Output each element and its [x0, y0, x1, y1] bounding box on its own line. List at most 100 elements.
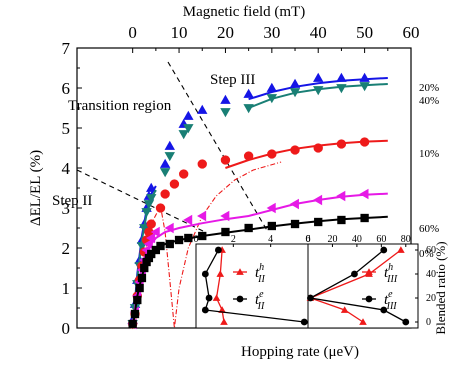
data-point: [267, 149, 277, 159]
inset-y-tick-label: 20: [426, 293, 436, 304]
data-point: [243, 151, 254, 161]
inset-y-tick-label: 60: [426, 245, 436, 256]
data-point: [146, 182, 157, 192]
data-point: [289, 78, 301, 88]
data-point: [337, 215, 346, 225]
data-point: [197, 210, 207, 222]
inset-x-tick-label: 6: [306, 234, 311, 245]
data-point: [135, 283, 144, 293]
data-point: [313, 143, 323, 153]
data-point: [244, 223, 253, 233]
data-point: [164, 152, 175, 162]
inset-left: 0 2 4 6 th II te II Hopping rate (μeV): [194, 234, 360, 360]
data-point: [174, 235, 184, 245]
inset-data-point: [201, 306, 209, 314]
data-point: [220, 108, 231, 118]
data-point: [156, 241, 165, 251]
data-point: [197, 159, 207, 169]
data-point: [169, 179, 180, 189]
data-point: [359, 137, 370, 147]
inset-frame: [307, 243, 419, 329]
legend-label: te II: [255, 289, 265, 312]
inset-y-tick-label: 0: [426, 317, 431, 328]
data-point: [359, 72, 370, 82]
data-point: [150, 226, 160, 238]
x-axis-label: Magnetic field (mT): [183, 4, 305, 20]
data-point: [137, 273, 147, 283]
inset-x-tick-label: 4: [268, 234, 273, 245]
data-point: [147, 249, 156, 259]
inset-data-point: [351, 270, 358, 278]
data-point: [165, 239, 174, 249]
inset-data-point: [402, 318, 410, 326]
data-point: [359, 188, 369, 200]
data-point: [159, 158, 171, 168]
data-point: [164, 222, 174, 234]
data-point: [289, 198, 299, 210]
x-tick-label: 0: [128, 23, 137, 42]
data-point: [141, 208, 152, 218]
data-point: [133, 295, 142, 305]
data-point: [243, 88, 254, 98]
x-tick-label: 40: [310, 23, 327, 42]
data-point: [139, 224, 150, 234]
series-label: 20%: [419, 82, 439, 94]
data-point: [360, 213, 369, 223]
inset-x-tick-label: 0: [194, 234, 199, 245]
data-point: [128, 319, 137, 329]
data-point: [146, 232, 156, 244]
data-point: [289, 88, 301, 98]
data-point: [183, 124, 194, 134]
annotation-step-iii: Step III: [210, 72, 255, 88]
data-point: [243, 104, 254, 114]
data-point: [183, 214, 193, 226]
inset-x-tick-label: 60: [376, 234, 386, 245]
y-tick-label: 0: [62, 319, 71, 338]
legend-marker: [365, 295, 373, 303]
data-point: [198, 231, 207, 241]
annotation-transition-region: Transition region: [68, 98, 172, 114]
inset-data-point: [397, 246, 405, 253]
y-tick-label: 6: [62, 79, 71, 98]
series-0pct: [128, 213, 388, 329]
data-point: [179, 169, 189, 179]
annotation-step-ii: Step II: [52, 193, 92, 209]
data-point: [151, 245, 161, 255]
inset-data-point: [307, 294, 314, 302]
y-tick-label: 1: [62, 279, 71, 298]
series-label: 60%: [419, 223, 439, 235]
y-tick-label: 3: [62, 199, 71, 218]
inset-data-point: [214, 246, 222, 254]
inset-data-point: [300, 318, 308, 326]
legend-marker: [365, 268, 373, 275]
data-point: [336, 190, 346, 202]
x-tick-label: 20: [217, 23, 234, 42]
inset-x-tick-label: 40: [352, 234, 362, 245]
data-point: [183, 110, 194, 120]
inset-data-point: [220, 318, 228, 325]
data-point: [178, 130, 189, 140]
inset-data-point: [380, 246, 388, 254]
data-point: [144, 227, 154, 237]
data-point: [290, 219, 300, 229]
inset-series-1: [201, 246, 308, 326]
data-point: [313, 194, 323, 206]
inset-x-tick-label: 80: [401, 234, 411, 245]
x-tick-label: 30: [263, 23, 280, 42]
data-point: [314, 217, 323, 227]
data-point: [140, 263, 149, 273]
data-point: [336, 84, 347, 94]
legend-marker: [236, 268, 244, 275]
inset-right: 0 20 40 60 80 0 20 40 60 th III te III Blended ratio …: [306, 234, 449, 335]
data-point: [143, 238, 153, 250]
data-point: [184, 233, 193, 243]
legend-marker: [236, 295, 244, 303]
inset-y-tick-label: 40: [426, 269, 436, 280]
inset-legend: th II te II: [233, 262, 266, 312]
data-point: [159, 168, 171, 178]
series-label: 10%: [419, 148, 439, 160]
data-point: [220, 94, 231, 104]
legend-label: te III: [384, 289, 397, 312]
inset-x-tick-label: 0: [306, 234, 311, 245]
data-point: [146, 219, 156, 229]
